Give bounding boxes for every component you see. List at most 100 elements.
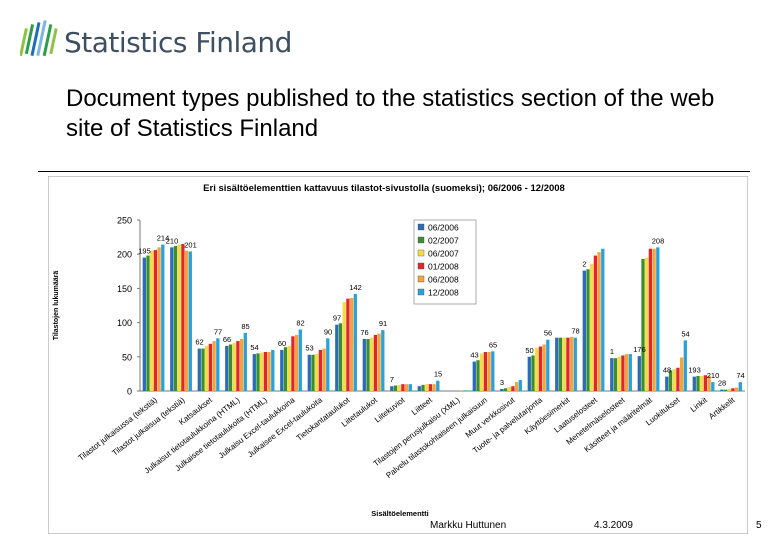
bar-06/2008 — [514, 382, 519, 391]
bar-06/2007 — [507, 386, 511, 391]
footer-page-number: 5 — [756, 520, 762, 531]
bar-12/2008 — [381, 330, 385, 391]
data-label: 15 — [434, 370, 442, 379]
bar-01/2008 — [208, 343, 213, 391]
bar-12/2008 — [711, 382, 715, 391]
data-label: 91 — [379, 319, 387, 328]
bar-02/2007 — [668, 370, 673, 391]
bar-02/2007 — [641, 258, 645, 391]
bar-01/2008 — [731, 388, 735, 391]
bar-06/2006 — [335, 324, 339, 391]
bar-06/2007 — [370, 337, 374, 391]
bar-06/2008 — [322, 348, 326, 391]
bar-06/2006 — [665, 376, 669, 391]
bar-02/2007 — [393, 385, 398, 391]
bar-01/2008 — [538, 346, 543, 391]
bar-12/2008 — [216, 338, 220, 391]
y-tick-label: 100 — [117, 318, 132, 328]
bar-06/2006 — [527, 356, 531, 391]
bar-02/2007 — [613, 358, 618, 391]
bar-06/2007 — [315, 354, 319, 391]
bar-12/2008 — [326, 338, 330, 391]
data-label: 77 — [214, 327, 222, 336]
bar-06/2008 — [542, 344, 546, 391]
bar-01/2008 — [236, 341, 240, 391]
bar-06/2006 — [500, 388, 504, 391]
bar-01/2008 — [263, 352, 268, 391]
bar-06/2008 — [569, 336, 574, 391]
bar-12/2008 — [656, 247, 660, 391]
bar-12/2008 — [298, 329, 302, 391]
bar-06/2006 — [307, 354, 311, 391]
bar-06/2008 — [707, 375, 711, 391]
y-tick-label: 50 — [122, 352, 132, 362]
data-label: 56 — [544, 329, 552, 338]
bar-12/2008 — [243, 332, 247, 391]
bar-12/2008 — [161, 244, 165, 391]
bar-01/2008 — [153, 250, 158, 391]
bar-01/2008 — [346, 298, 350, 391]
bar-06/2008 — [432, 384, 436, 391]
bar-02/2007 — [531, 355, 535, 391]
bar-06/2008 — [157, 247, 161, 391]
bar-01/2008 — [621, 355, 625, 391]
bar-01/2008 — [676, 367, 680, 391]
data-label: 48 — [663, 366, 671, 375]
bar-02/2007 — [256, 353, 260, 391]
bar-12/2008 — [518, 380, 522, 391]
bar-06/2006 — [280, 349, 284, 391]
data-label: 53 — [305, 344, 313, 353]
data-label: 74 — [736, 371, 744, 380]
bar-12/2008 — [683, 340, 687, 391]
data-label: 214 — [157, 234, 170, 243]
data-label: 78 — [571, 327, 579, 336]
y-tick-label: 0 — [127, 387, 132, 397]
legend-swatch — [417, 288, 425, 296]
data-label: 76 — [360, 328, 368, 337]
bar-06/2008 — [734, 387, 739, 391]
data-label: 54 — [681, 329, 689, 338]
data-label: 142 — [349, 283, 362, 292]
data-label: 90 — [324, 327, 332, 336]
bar-02/2007 — [586, 269, 590, 391]
title-divider — [38, 171, 750, 172]
bar-06/2007 — [562, 337, 566, 391]
bar-01/2008 — [401, 384, 405, 391]
bar-01/2008 — [511, 386, 515, 391]
bar-06/2006 — [252, 354, 256, 391]
bar-06/2006 — [610, 358, 614, 391]
data-label: 50 — [525, 346, 533, 355]
bar-06/2007 — [700, 375, 704, 391]
bar-12/2008 — [601, 248, 605, 391]
bar-06/2007 — [535, 347, 539, 391]
footer-author: Markku Huttunen — [430, 520, 507, 531]
data-label: 201 — [184, 240, 197, 249]
bar-06/2006 — [720, 389, 724, 391]
bar-06/2006 — [170, 247, 174, 391]
bar-06/2006 — [692, 376, 696, 391]
bar-06/2006 — [582, 270, 586, 391]
data-label: 1 — [610, 347, 614, 356]
bar-06/2008 — [404, 384, 409, 391]
data-label: 60 — [278, 339, 286, 348]
bar-06/2008 — [267, 352, 271, 391]
bar-06/2008 — [679, 357, 684, 391]
data-label: 210 — [707, 371, 720, 380]
bar-01/2008 — [703, 375, 708, 391]
bar-12/2008 — [436, 380, 440, 391]
bar-06/2007 — [672, 369, 676, 391]
bar-06/2006 — [197, 348, 201, 391]
legend-swatch — [417, 223, 425, 231]
y-tick-label: 200 — [117, 250, 132, 260]
bar-12/2008 — [573, 337, 577, 391]
bar-02/2007 — [366, 339, 370, 391]
legend-label: 06/2008 — [428, 275, 459, 285]
bar-06/2006 — [417, 386, 421, 391]
bar-06/2007 — [727, 388, 731, 391]
bar-06/2006 — [637, 356, 641, 391]
bar-01/2008 — [291, 336, 295, 391]
bar-02/2007 — [338, 323, 343, 391]
data-label: 97 — [333, 314, 341, 323]
y-tick-label: 250 — [117, 216, 132, 226]
bar-02/2007 — [146, 255, 150, 391]
